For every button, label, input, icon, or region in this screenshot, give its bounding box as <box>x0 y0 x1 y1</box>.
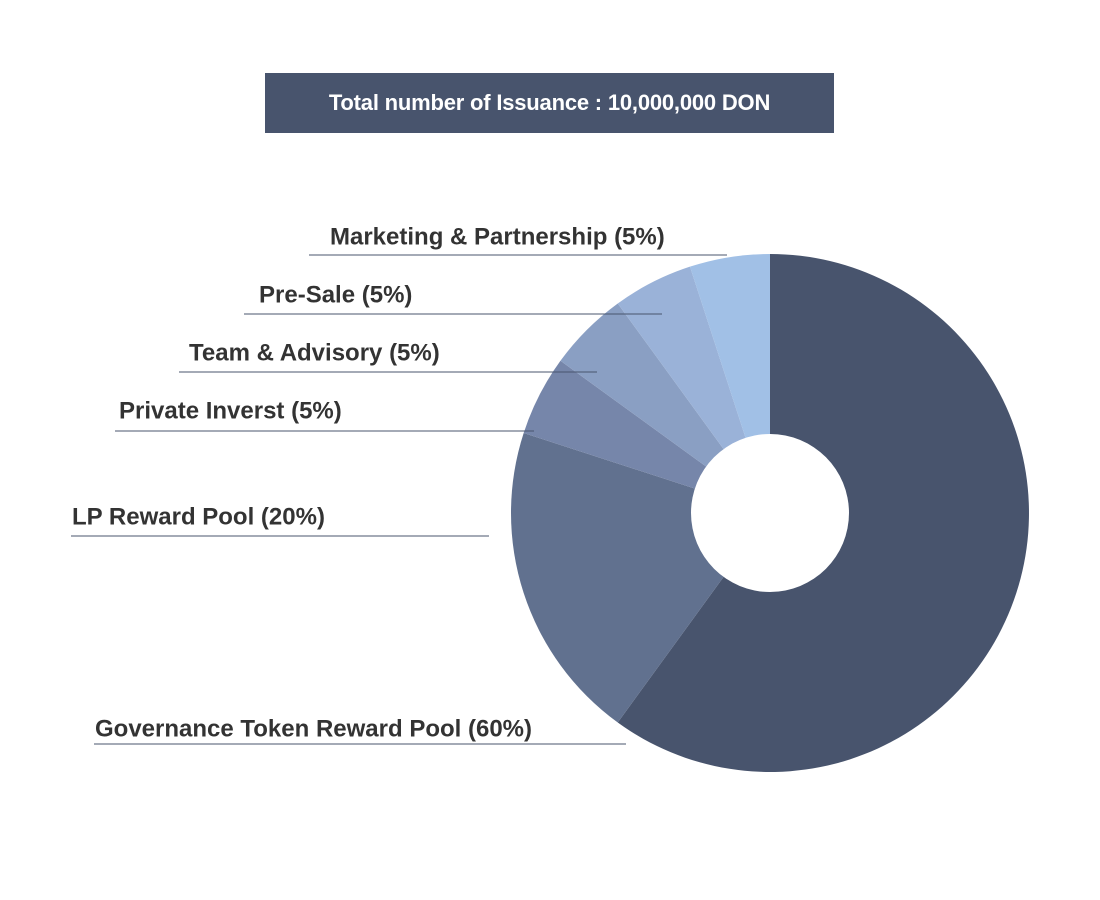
slice-label-team-advisory: Team & Advisory (5%) <box>189 339 440 366</box>
donut-hole <box>691 434 849 592</box>
slice-label-pre-sale: Pre-Sale (5%) <box>259 281 412 308</box>
slice-label-marketing-partnership: Marketing & Partnership (5%) <box>330 223 665 250</box>
slice-label-governance-token-reward-pool: Governance Token Reward Pool (60%) <box>95 715 532 742</box>
slice-label-lp-reward-pool: LP Reward Pool (20%) <box>72 503 325 530</box>
chart-title: Total number of Issuance : 10,000,000 DO… <box>265 73 834 133</box>
labels-group: Governance Token Reward Pool (60%) LP Rew… <box>71 223 727 745</box>
slice-label-private-inverst: Private Inverst (5%) <box>119 397 342 424</box>
